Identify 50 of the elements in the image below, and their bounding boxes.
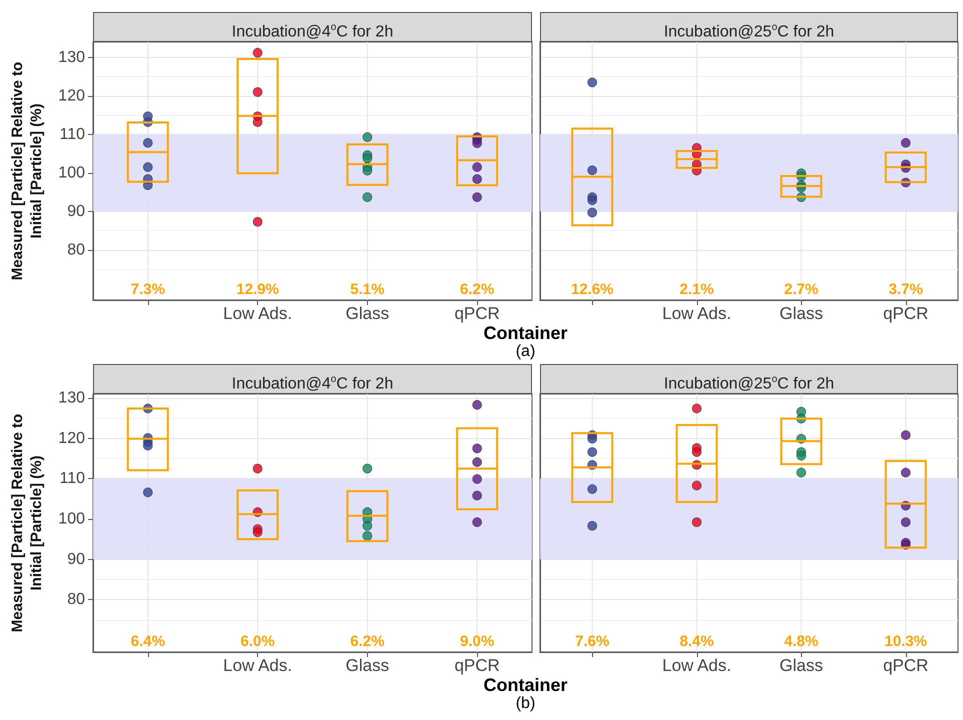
x-tick-label: Glass bbox=[780, 656, 823, 675]
annotation: 7.3% bbox=[130, 281, 165, 298]
x-axis-title: Container bbox=[482, 675, 568, 696]
x-tick-label: qPCR bbox=[883, 656, 928, 675]
y-axis-title: Measured [Particle] Relative to Initial [Particle] (%) bbox=[8, 412, 46, 634]
annotation: 6.0% bbox=[240, 633, 275, 650]
annotation: 10.3% bbox=[884, 633, 928, 650]
x-tick-label: Glass bbox=[346, 656, 390, 675]
annotation: 6.2% bbox=[460, 281, 494, 298]
y-tick-label: 110 bbox=[59, 470, 86, 488]
y-tick-label: 80 bbox=[67, 241, 86, 258]
annotation: 3.7% bbox=[888, 281, 923, 298]
chart-title: Incubation@4$^{o}$C for 2h bbox=[93, 12, 532, 42]
x-tick-label: qPCR bbox=[883, 304, 928, 323]
annotation: 9.0% bbox=[460, 633, 494, 650]
annotation: 2.7% bbox=[784, 281, 818, 298]
annotation: 6.4% bbox=[130, 633, 165, 650]
x-tick-label: Low Ads. bbox=[223, 304, 292, 323]
x-tick-label: Glass bbox=[346, 304, 390, 323]
y-tick-label: 110 bbox=[59, 126, 86, 143]
annotation: 8.4% bbox=[680, 633, 714, 650]
y-tick-label: 120 bbox=[58, 87, 86, 104]
y-tick-label: 90 bbox=[67, 550, 86, 568]
x-tick-label: Low Ads. bbox=[662, 656, 732, 675]
annotation: 12.9% bbox=[236, 281, 279, 298]
chart-title: Incubation@25$^{o}$C for 2h bbox=[540, 364, 958, 394]
annotation: 7.6% bbox=[575, 633, 610, 650]
y-tick-label: 90 bbox=[67, 202, 86, 220]
y-axis-title: Measured [Particle] Relative to Initial [Particle] (%) bbox=[8, 60, 46, 282]
annotation: 2.1% bbox=[680, 281, 714, 298]
annotation: 4.8% bbox=[784, 633, 818, 650]
x-tick-label: Glass bbox=[780, 304, 823, 323]
x-tick-label: qPCR bbox=[454, 304, 500, 323]
y-tick-label: 80 bbox=[67, 591, 86, 608]
text: (a) bbox=[514, 343, 536, 361]
y-tick-label: 130 bbox=[58, 48, 86, 66]
text: (b) bbox=[514, 695, 536, 713]
y-tick-label: 130 bbox=[58, 390, 86, 407]
annotation: 5.1% bbox=[350, 281, 384, 298]
y-tick-label: 100 bbox=[58, 510, 86, 528]
chart-title: Incubation@4$^{o}$C for 2h bbox=[93, 364, 532, 394]
annotation: 6.2% bbox=[350, 633, 384, 650]
x-tick-label: Low Ads. bbox=[662, 304, 732, 323]
x-axis-title: Container bbox=[482, 323, 568, 344]
chart-title: Incubation@25$^{o}$C for 2h bbox=[540, 12, 958, 42]
y-tick-label: 120 bbox=[58, 430, 86, 447]
y-tick-label: 100 bbox=[58, 164, 86, 182]
annotation: 12.6% bbox=[570, 281, 614, 298]
x-tick-label: qPCR bbox=[454, 656, 500, 675]
x-tick-label: Low Ads. bbox=[223, 656, 292, 675]
